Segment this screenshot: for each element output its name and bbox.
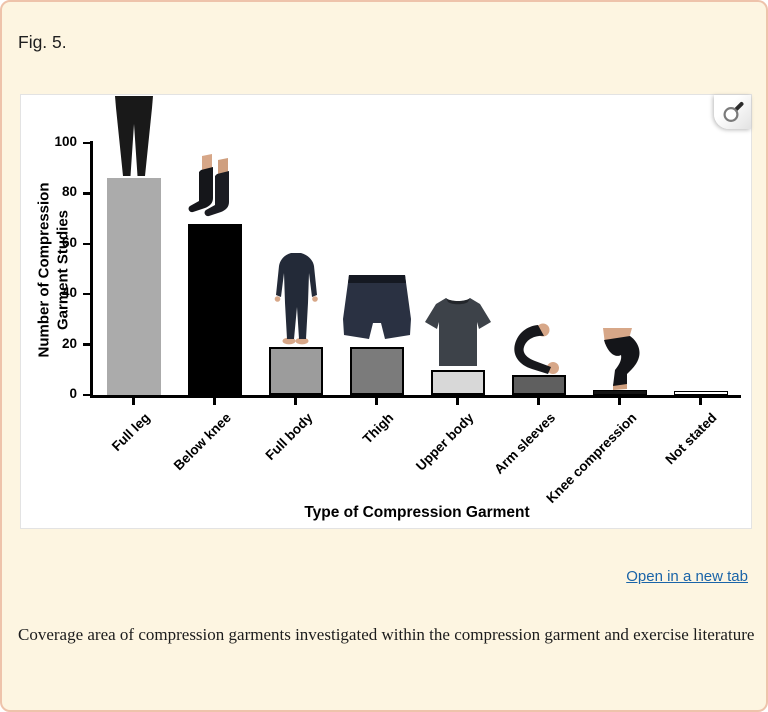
bar-upper-body xyxy=(430,369,485,395)
y-axis-tick xyxy=(83,242,90,246)
bar-column-full-leg: Full leg xyxy=(93,96,174,454)
bar-column-upper-body: Upper body xyxy=(413,143,498,474)
y-axis-tick-label: 100 xyxy=(54,134,77,149)
y-axis-tick xyxy=(83,141,90,145)
x-axis-tick xyxy=(132,398,135,405)
below-knee-socks-image xyxy=(188,153,229,216)
open-new-tab-link[interactable]: Open in a new tab xyxy=(626,568,748,585)
figure-label: Fig. 5. xyxy=(18,32,67,52)
x-axis-tick xyxy=(618,398,621,405)
bar-not-stated xyxy=(673,391,728,395)
bar-knee-compression xyxy=(592,389,647,395)
zoom-button[interactable] xyxy=(714,95,751,129)
x-axis-label-arm-sleeves: Arm sleeves xyxy=(491,410,559,477)
full-body-suit-image xyxy=(274,253,318,345)
x-axis-title: Type of Compression Garment xyxy=(304,504,530,521)
x-axis-label-knee-compression: Knee compression xyxy=(543,410,640,507)
y-axis-tick xyxy=(83,292,90,296)
x-axis-tick xyxy=(213,398,216,405)
x-axis-line xyxy=(90,395,741,398)
bar-column-below-knee: Below knee xyxy=(171,143,255,473)
thigh-shorts-image xyxy=(342,275,411,340)
x-axis-tick xyxy=(537,398,540,405)
bar-column-full-body: Full body xyxy=(255,143,336,463)
knee-sleeve-image xyxy=(602,327,640,390)
y-axis-tick-label: 20 xyxy=(61,335,77,351)
x-axis-label-below-knee: Below knee xyxy=(170,410,235,474)
bar-below-knee xyxy=(187,223,242,395)
figure-caption: Coverage area of compression garments in… xyxy=(18,625,755,644)
bar-full-body xyxy=(268,347,323,395)
y-axis-line xyxy=(90,141,93,398)
x-axis-tick xyxy=(375,398,378,405)
bar-column-arm-sleeves: Arm sleeves xyxy=(491,143,579,477)
y-axis-tick-label: 0 xyxy=(69,386,77,401)
x-axis-label-upper-body: Upper body xyxy=(413,410,478,474)
x-axis-tick xyxy=(456,398,459,405)
arm-sleeve-image xyxy=(513,323,559,374)
bar-thigh xyxy=(349,347,404,395)
y-axis-tick-label: 80 xyxy=(61,184,77,200)
x-axis-label-not-stated: Not stated xyxy=(662,410,721,468)
bar-arm-sleeves xyxy=(511,374,566,395)
x-axis-tick xyxy=(699,398,702,405)
y-axis-tick xyxy=(83,343,90,346)
y-axis-ticks: 0 20 40 60 80 100 xyxy=(21,134,93,401)
y-axis-tick-label: 40 xyxy=(61,285,77,301)
x-axis-label-full-body: Full body xyxy=(262,410,316,464)
bar-column-knee-compression: Knee compression xyxy=(543,143,660,506)
y-axis-tick xyxy=(83,192,90,195)
x-axis-tick xyxy=(294,398,297,405)
y-axis-tick-label: 60 xyxy=(61,234,77,250)
plot-area: Full leg Below knee xyxy=(93,96,741,506)
magnifier-icon xyxy=(722,102,743,123)
x-axis-label-thigh: Thigh xyxy=(359,410,397,447)
bar-column-thigh: Thigh xyxy=(336,143,417,447)
bar-column-not-stated: Not stated xyxy=(660,143,741,467)
bar-full-leg xyxy=(106,178,161,395)
full-leg-tights-image xyxy=(114,96,153,177)
y-axis-tick xyxy=(83,393,90,397)
upper-body-shirt-image xyxy=(424,297,491,366)
x-axis-label-full-leg: Full leg xyxy=(109,410,154,455)
